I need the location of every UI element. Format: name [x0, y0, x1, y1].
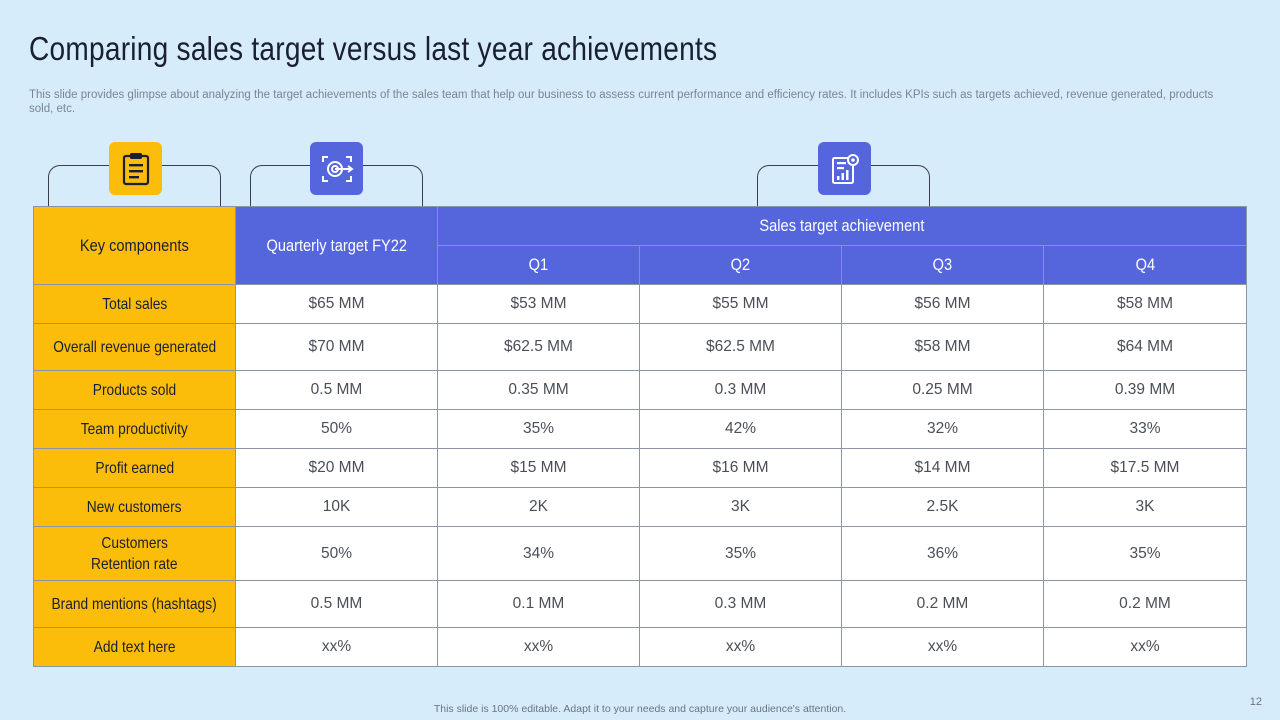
quarter-cell-q3: $58 MM: [841, 323, 1044, 371]
row-label: New customers: [33, 487, 236, 527]
quarter-cell-q3: 2.5K: [841, 487, 1044, 527]
row-label: Overall revenue generated: [33, 323, 236, 371]
target-cell: $65 MM: [235, 284, 438, 324]
row-label: Total sales: [33, 284, 236, 324]
header-q4: Q4: [1042, 245, 1248, 285]
quarter-cell-q3: 36%: [841, 526, 1044, 581]
quarter-cell-q1: 2K: [437, 487, 640, 527]
quarter-cell-q2: 0.3 MM: [639, 370, 842, 410]
target-cell: $70 MM: [235, 323, 438, 371]
quarter-cell-q3: 0.2 MM: [841, 580, 1044, 628]
quarter-cell-q4: $17.5 MM: [1042, 448, 1248, 488]
quarter-cell-q1: $62.5 MM: [437, 323, 640, 371]
quarter-cell-q4: $58 MM: [1042, 284, 1248, 324]
quarter-cell-q1: 35%: [437, 409, 640, 449]
table-row: Brand mentions (hashtags) 0.5 MM 0.1 MM 0.3…: [33, 580, 1248, 628]
quarter-cell-q3: 32%: [841, 409, 1044, 449]
table-row: New customers 10K 2K 3K 2.5K 3K: [33, 487, 1248, 527]
row-label: Products sold: [33, 370, 236, 410]
quarter-cell-q2: 42%: [639, 409, 842, 449]
quarter-cell-q3: $14 MM: [841, 448, 1044, 488]
header-quarterly-target: Quarterly target FY22: [235, 206, 438, 285]
quarter-cell-q2: 3K: [639, 487, 842, 527]
target-cell: 0.5 MM: [235, 580, 438, 628]
quarter-cell-q1: xx%: [437, 627, 640, 667]
quarter-cell-q1: 34%: [437, 526, 640, 581]
row-label: Add text here: [33, 627, 236, 667]
target-cell: xx%: [235, 627, 438, 667]
quarter-cell-q3: 0.25 MM: [841, 370, 1044, 410]
quarter-cell-q4: xx%: [1042, 627, 1248, 667]
header-sales-target-achievement: Sales target achievement: [436, 206, 1248, 246]
target-cell: 0.5 MM: [235, 370, 438, 410]
header-key-components: Key components: [33, 206, 236, 285]
quarter-cell-q2: xx%: [639, 627, 842, 667]
quarter-cell-q3: xx%: [841, 627, 1044, 667]
quarter-cell-q1: $53 MM: [437, 284, 640, 324]
sales-comparison-table: Key components Quarterly target FY22 Sal…: [33, 206, 1248, 667]
target-cell: 50%: [235, 526, 438, 581]
header-q3: Q3: [841, 245, 1044, 285]
row-label: Brand mentions (hashtags): [33, 580, 236, 628]
quarter-cell-q2: $16 MM: [639, 448, 842, 488]
report-chart-icon: [818, 142, 871, 195]
quarter-cell-q2: $62.5 MM: [639, 323, 842, 371]
quarter-cell-q2: $55 MM: [639, 284, 842, 324]
target-icon: [310, 142, 363, 195]
footer-note: This slide is 100% editable. Adapt it to…: [433, 703, 847, 715]
header-q2: Q2: [639, 245, 842, 285]
target-cell: 10K: [235, 487, 438, 527]
quarter-cell-q1: 0.35 MM: [437, 370, 640, 410]
table-row: Products sold 0.5 MM 0.35 MM 0.3 MM 0.25 MM 0…: [33, 370, 1248, 410]
quarter-cell-q1: 0.1 MM: [437, 580, 640, 628]
quarter-cell-q2: 35%: [639, 526, 842, 581]
table-row: Total sales $65 MM $53 MM $55 MM $56 MM $58 M…: [33, 284, 1248, 324]
table-row: Profit earned $20 MM $15 MM $16 MM $14 MM $17…: [33, 448, 1248, 488]
row-label: Profit earned: [33, 448, 236, 488]
quarter-cell-q4: 3K: [1042, 487, 1248, 527]
quarter-cell-q4: 0.39 MM: [1042, 370, 1248, 410]
row-label: Customers Retention rate: [33, 526, 236, 581]
table-row: Add text here xx% xx% xx% xx% xx%: [33, 627, 1248, 667]
table-row: Team productivity 50% 35% 42% 32% 33%: [33, 409, 1248, 449]
quarter-cell-q4: 35%: [1042, 526, 1248, 581]
row-label: Team productivity: [33, 409, 236, 449]
table-row: Overall revenue generated $70 MM $62.5 MM $…: [33, 323, 1248, 371]
quarter-cell-q4: 0.2 MM: [1042, 580, 1248, 628]
target-cell: $20 MM: [235, 448, 438, 488]
table-row: Customers Retention rate 50% 34% 35% 36% 35%: [33, 526, 1248, 581]
target-cell: 50%: [235, 409, 438, 449]
quarter-cell-q2: 0.3 MM: [639, 580, 842, 628]
quarter-cell-q3: $56 MM: [841, 284, 1044, 324]
slide-title: Comparing sales target versus last year …: [29, 30, 718, 67]
clipboard-icon: [109, 142, 162, 195]
slide-subtitle: This slide provides glimpse about analyz…: [29, 89, 1214, 115]
quarter-cell-q4: $64 MM: [1042, 323, 1248, 371]
quarter-cell-q1: $15 MM: [437, 448, 640, 488]
quarter-cell-q4: 33%: [1042, 409, 1248, 449]
header-q1: Q1: [437, 245, 640, 285]
page-number: 12: [1249, 696, 1262, 708]
